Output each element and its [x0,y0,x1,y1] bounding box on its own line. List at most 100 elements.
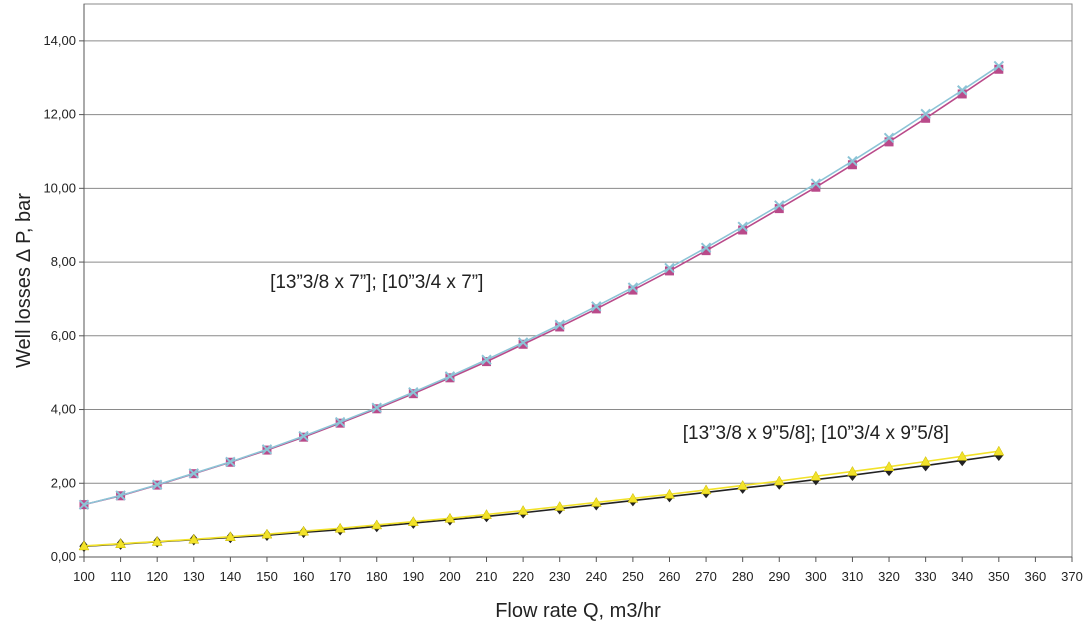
series-1-point-19-b [774,200,785,211]
y-tick-label-4: 8,00 [51,254,76,269]
series-1-point-25 [993,60,1005,72]
series-1-point-25-b [993,60,1005,72]
series-3-point-22 [883,461,895,471]
series-1-point-20 [810,178,822,189]
x-tick-label-26: 360 [1025,569,1047,584]
series-1-point-2 [151,479,163,490]
series-1-point-21-b [847,155,858,167]
series-1-point-14 [591,301,602,312]
series-3-point-4 [224,531,236,541]
series-1-point-24 [957,85,968,96]
series-3-point-11 [481,509,492,519]
series-1-point-13-b [554,319,565,330]
x-tick-label-8: 180 [366,569,388,584]
series-3-point-3 [188,533,200,544]
series-3-point-19 [773,475,785,486]
series-3-point-1 [115,538,127,548]
x-tick-label-27: 370 [1061,569,1083,584]
y-tick-label-1: 2,00 [51,475,76,490]
grid-layer [84,40,1072,484]
x-tick-label-22: 320 [878,569,900,584]
series-1-point-3-b [188,468,199,479]
x-tick-label-16: 260 [659,569,681,584]
series-3-point-10 [444,512,456,523]
series-3-point-25 [993,445,1005,456]
series-1-point-11-b [481,354,492,365]
series-1-point-22-b [883,132,895,144]
series-1-point-10 [444,371,456,382]
series-1-point-7-b [334,416,346,428]
series-3-point-13 [554,500,566,511]
series-1-point-3 [188,468,199,479]
series-1-point-23-b [920,108,931,120]
x-tick-label-19: 290 [768,569,790,584]
series-1-point-1-b [115,490,126,501]
series-1-point-21 [847,155,858,167]
series-1-point-16 [664,262,675,274]
series-3-point-18 [737,479,749,490]
series-3-point-20 [810,470,822,481]
series-3-point-15 [627,492,639,503]
series-1-point-5-b [261,444,273,455]
series-1-point-4 [225,456,236,468]
x-tick-label-23: 330 [915,569,937,584]
series-3-point-21 [847,465,858,476]
series-1-point-17-b [700,242,712,253]
series-1-point-2-b [151,479,163,490]
x-tick-label-1: 110 [110,569,131,584]
series-3-point-9 [407,516,419,526]
x-tick-label-17: 270 [695,569,717,584]
series-1-point-0 [78,499,90,510]
series-1-point-8 [371,402,382,413]
series-1-point-11 [481,354,492,365]
x-tick-label-5: 150 [256,569,278,584]
series-1-point-18-b [737,221,748,232]
x-tick-label-13: 230 [549,569,571,584]
series-3-point-16 [664,488,675,499]
series-1-point-6 [298,430,309,442]
series-3-point-0 [78,540,90,551]
series-1-point-8-b [371,402,382,413]
x-tick-label-18: 280 [732,569,754,584]
annotation-1: [13”3/8 x 9”5/8]; [10”3/4 x 9”5/8] [683,423,949,444]
series-1-point-10-b [444,371,456,382]
y-tick-label-5: 10,00 [43,180,76,195]
label-layer: Flow rate Q, m3/hr Well losses ∆ P, bar [1… [13,193,949,622]
x-tick-label-12: 220 [512,569,534,584]
series-1-point-0-b [78,499,90,510]
series-1-point-17 [700,242,712,253]
x-tick-label-21: 310 [842,569,864,584]
series-2-line [83,454,999,548]
y-tick-label-3: 6,00 [51,328,76,343]
x-tick-label-25: 350 [988,569,1010,584]
series-3-line [83,450,999,547]
series-3-point-8 [371,519,383,530]
x-tick-label-6: 160 [293,569,315,584]
series-3-point-6 [298,525,309,536]
x-tick-label-7: 170 [329,569,351,584]
series-1-point-12-b [517,337,529,348]
series-1-point-7 [334,416,346,428]
series-layer [78,60,1005,553]
x-tick-label-3: 130 [183,569,205,584]
series-3-point-17 [700,484,712,495]
series-1-point-14-b [591,301,602,312]
y-tick-label-6: 12,00 [43,107,76,122]
series-1-point-15 [627,282,639,293]
series-1-point-16-b [664,262,675,274]
series-1-point-13 [554,319,565,330]
series-1-point-24-b [957,85,968,96]
series-1-point-9 [408,386,419,398]
y-axis-title: Well losses ∆ P, bar [13,193,35,368]
series-3-point-23 [920,456,932,466]
series-1-point-15-b [627,282,639,293]
series-1-point-6-b [298,430,309,442]
plot-frame [83,3,1073,558]
x-axis-title: Flow rate Q, m3/hr [495,600,661,622]
series-1-point-22 [883,132,895,144]
y-tick-label-0: 0,00 [51,549,76,564]
x-tick-label-20: 300 [805,569,827,584]
series-3-point-5 [261,528,273,539]
x-tick-label-15: 250 [622,569,644,584]
